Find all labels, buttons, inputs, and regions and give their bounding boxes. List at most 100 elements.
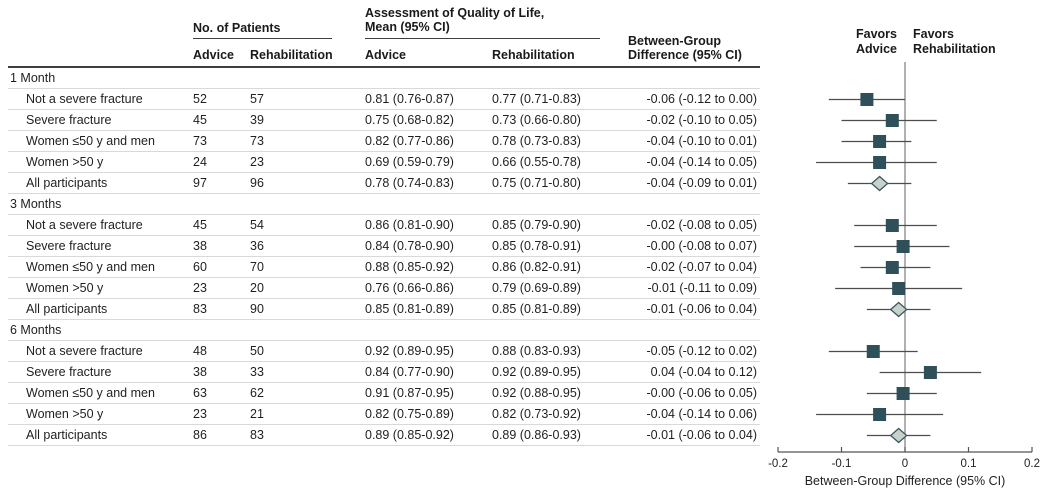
cell-n-advice: 23 [193, 281, 207, 295]
cell-n-advice: 23 [193, 407, 207, 421]
cell-between-group-difference: -0.01 (-0.11 to 0.09) [647, 281, 757, 295]
subheader-rehabilitation-qol: Rehabilitation [492, 48, 575, 62]
cell-n-advice: 38 [193, 239, 207, 253]
table-row: All participants 83 90 0.85 (0.81-0.89) … [8, 299, 760, 320]
cell-qol-rehabilitation: 0.73 (0.66-0.80) [492, 113, 581, 127]
cell-qol-rehabilitation: 0.85 (0.79-0.90) [492, 218, 581, 232]
cell-qol-rehabilitation: 0.82 (0.73-0.92) [492, 407, 581, 421]
table-row: Women >50 y 23 20 0.76 (0.66-0.86) 0.79 … [8, 278, 760, 299]
cell-qol-rehabilitation: 0.78 (0.73-0.83) [492, 134, 581, 148]
table-row: Severe fracture 38 33 0.84 (0.77-0.90) 0… [8, 362, 760, 383]
cell-n-advice: 48 [193, 344, 207, 358]
axis-tick-label: 0.2 [1024, 458, 1040, 470]
cell-qol-advice: 0.75 (0.68-0.82) [365, 113, 454, 127]
point-estimate-square [892, 282, 906, 295]
cell-between-group-difference: -0.06 (-0.12 to 0.00) [646, 92, 757, 106]
pooled-estimate-diamond [889, 427, 908, 444]
cell-qol-advice: 0.89 (0.85-0.92) [365, 428, 454, 442]
subheader-advice-n: Advice [193, 48, 234, 62]
cell-between-group-difference: -0.02 (-0.07 to 0.04) [646, 260, 757, 274]
cell-qol-rehabilitation: 0.89 (0.86-0.93) [492, 428, 581, 442]
point-estimate-square [873, 408, 887, 421]
row-label: All participants [26, 302, 108, 316]
point-estimate-square [885, 114, 899, 127]
point-estimate-square [885, 261, 899, 274]
row-label: Women >50 y [26, 281, 104, 295]
cell-n-advice: 45 [193, 218, 207, 232]
table-row: Severe fracture 45 39 0.75 (0.68-0.82) 0… [8, 110, 760, 131]
axis-tick-label: -0.1 [832, 458, 852, 470]
row-label: Severe fracture [26, 113, 112, 127]
cell-qol-rehabilitation: 0.66 (0.55-0.78) [492, 155, 581, 169]
cell-n-advice: 45 [193, 113, 207, 127]
cell-qol-advice: 0.92 (0.89-0.95) [365, 344, 454, 358]
cell-n-rehabilitation: 33 [250, 365, 264, 379]
point-estimate-square [866, 345, 880, 358]
cell-n-rehabilitation: 70 [250, 260, 264, 274]
section-label: 3 Months [10, 197, 62, 211]
table-body: 1 Month Not a severe fracture 52 57 0.81… [8, 68, 760, 446]
cell-between-group-difference: -0.04 (-0.10 to 0.01) [646, 134, 757, 148]
cell-n-rehabilitation: 90 [250, 302, 264, 316]
row-label: Severe fracture [26, 365, 112, 379]
header-rule-patients [193, 38, 332, 39]
row-label: Women >50 y [26, 155, 104, 169]
cell-between-group-difference: -0.01 (-0.06 to 0.04) [646, 428, 757, 442]
section-header-row: 3 Months [8, 194, 760, 215]
row-label: Women ≤50 y and men [26, 134, 155, 148]
table-row: Women >50 y 24 23 0.69 (0.59-0.79) 0.66 … [8, 152, 760, 173]
cell-between-group-difference: -0.01 (-0.06 to 0.04) [646, 302, 757, 316]
point-estimate-square [896, 240, 910, 253]
row-label: Not a severe fracture [26, 92, 143, 106]
point-estimate-square [860, 93, 874, 106]
table-row: Women ≤50 y and men 60 70 0.88 (0.85-0.9… [8, 257, 760, 278]
cell-n-rehabilitation: 20 [250, 281, 264, 295]
cell-qol-advice: 0.91 (0.87-0.95) [365, 386, 454, 400]
subheader-rehabilitation-n: Rehabilitation [250, 48, 333, 62]
favors-rehabilitation-label: Favors Rehabilitation [913, 27, 996, 56]
axis-tick-label: -0.2 [768, 458, 788, 470]
row-label: Women >50 y [26, 407, 104, 421]
cell-qol-advice: 0.82 (0.75-0.89) [365, 407, 454, 421]
cell-n-advice: 52 [193, 92, 207, 106]
header-no-of-patients: No. of Patients [193, 21, 281, 35]
section-label: 1 Month [10, 71, 56, 85]
point-estimate-square [873, 156, 887, 169]
cell-qol-rehabilitation: 0.86 (0.82-0.91) [492, 260, 581, 274]
cell-qol-advice: 0.69 (0.59-0.79) [365, 155, 454, 169]
cell-n-advice: 63 [193, 386, 207, 400]
cell-qol-advice: 0.85 (0.81-0.89) [365, 302, 454, 316]
subheader-advice-qol: Advice [365, 48, 406, 62]
cell-qol-rehabilitation: 0.92 (0.89-0.95) [492, 365, 581, 379]
table-row: All participants 86 83 0.89 (0.85-0.92) … [8, 425, 760, 446]
table-row: All participants 97 96 0.78 (0.74-0.83) … [8, 173, 760, 194]
cell-qol-rehabilitation: 0.85 (0.81-0.89) [492, 302, 581, 316]
table-row: Not a severe fracture 52 57 0.81 (0.76-0… [8, 89, 760, 110]
point-estimate-square [873, 135, 887, 148]
row-label: Women ≤50 y and men [26, 386, 155, 400]
cell-qol-advice: 0.76 (0.66-0.86) [365, 281, 454, 295]
cell-between-group-difference: 0.04 (-0.04 to 0.12) [650, 365, 757, 379]
cell-n-rehabilitation: 21 [250, 407, 264, 421]
row-label: All participants [26, 428, 108, 442]
table-row: Not a severe fracture 48 50 0.92 (0.89-0… [8, 341, 760, 362]
cell-between-group-difference: -0.04 (-0.14 to 0.05) [646, 155, 757, 169]
point-estimate-square [885, 219, 899, 232]
cell-qol-advice: 0.81 (0.76-0.87) [365, 92, 454, 106]
header-rule-qol [365, 38, 600, 39]
cell-between-group-difference: -0.02 (-0.08 to 0.05) [646, 218, 757, 232]
cell-qol-rehabilitation: 0.77 (0.71-0.83) [492, 92, 581, 106]
row-label: All participants [26, 176, 108, 190]
header-between-group-difference: Between-Group Difference (95% CI) [628, 34, 742, 62]
cell-n-rehabilitation: 36 [250, 239, 264, 253]
cell-n-advice: 24 [193, 155, 207, 169]
cell-n-rehabilitation: 83 [250, 428, 264, 442]
cell-n-advice: 73 [193, 134, 207, 148]
cell-qol-rehabilitation: 0.88 (0.83-0.93) [492, 344, 581, 358]
cell-n-rehabilitation: 73 [250, 134, 264, 148]
cell-qol-advice: 0.84 (0.77-0.90) [365, 365, 454, 379]
table-header: No. of Patients Assessment of Quality of… [8, 0, 760, 68]
cell-between-group-difference: -0.00 (-0.06 to 0.05) [646, 386, 757, 400]
table-row: Women ≤50 y and men 73 73 0.82 (0.77-0.8… [8, 131, 760, 152]
cell-qol-rehabilitation: 0.75 (0.71-0.80) [492, 176, 581, 190]
